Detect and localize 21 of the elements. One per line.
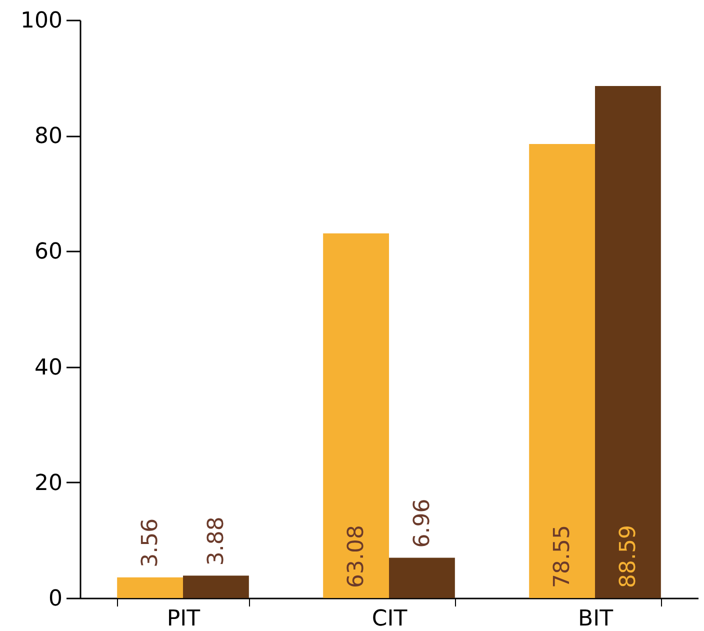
- data-label: 3.56: [138, 518, 164, 568]
- x-tick-label: PIT: [166, 606, 201, 631]
- y-tick-label: 40: [34, 355, 62, 380]
- data-label: 3.88: [204, 516, 229, 566]
- data-label: 78.55: [550, 525, 576, 588]
- bar: [323, 233, 389, 598]
- bar: [183, 576, 249, 598]
- data-label: 6.96: [410, 498, 435, 548]
- bar: [389, 558, 455, 598]
- y-tick-label: 80: [34, 124, 62, 150]
- y-tick-label: 100: [20, 8, 62, 34]
- bar: [117, 577, 183, 598]
- data-label: 88.59: [616, 525, 641, 588]
- data-label: 63.08: [344, 525, 370, 588]
- y-tick-label: 20: [34, 470, 62, 496]
- y-tick-label: 60: [34, 240, 62, 265]
- x-tick-label: BIT: [578, 606, 614, 631]
- bar: [595, 86, 661, 598]
- bar: [529, 144, 595, 598]
- x-tick-label: CIT: [372, 606, 408, 631]
- y-tick-label: 0: [48, 586, 62, 612]
